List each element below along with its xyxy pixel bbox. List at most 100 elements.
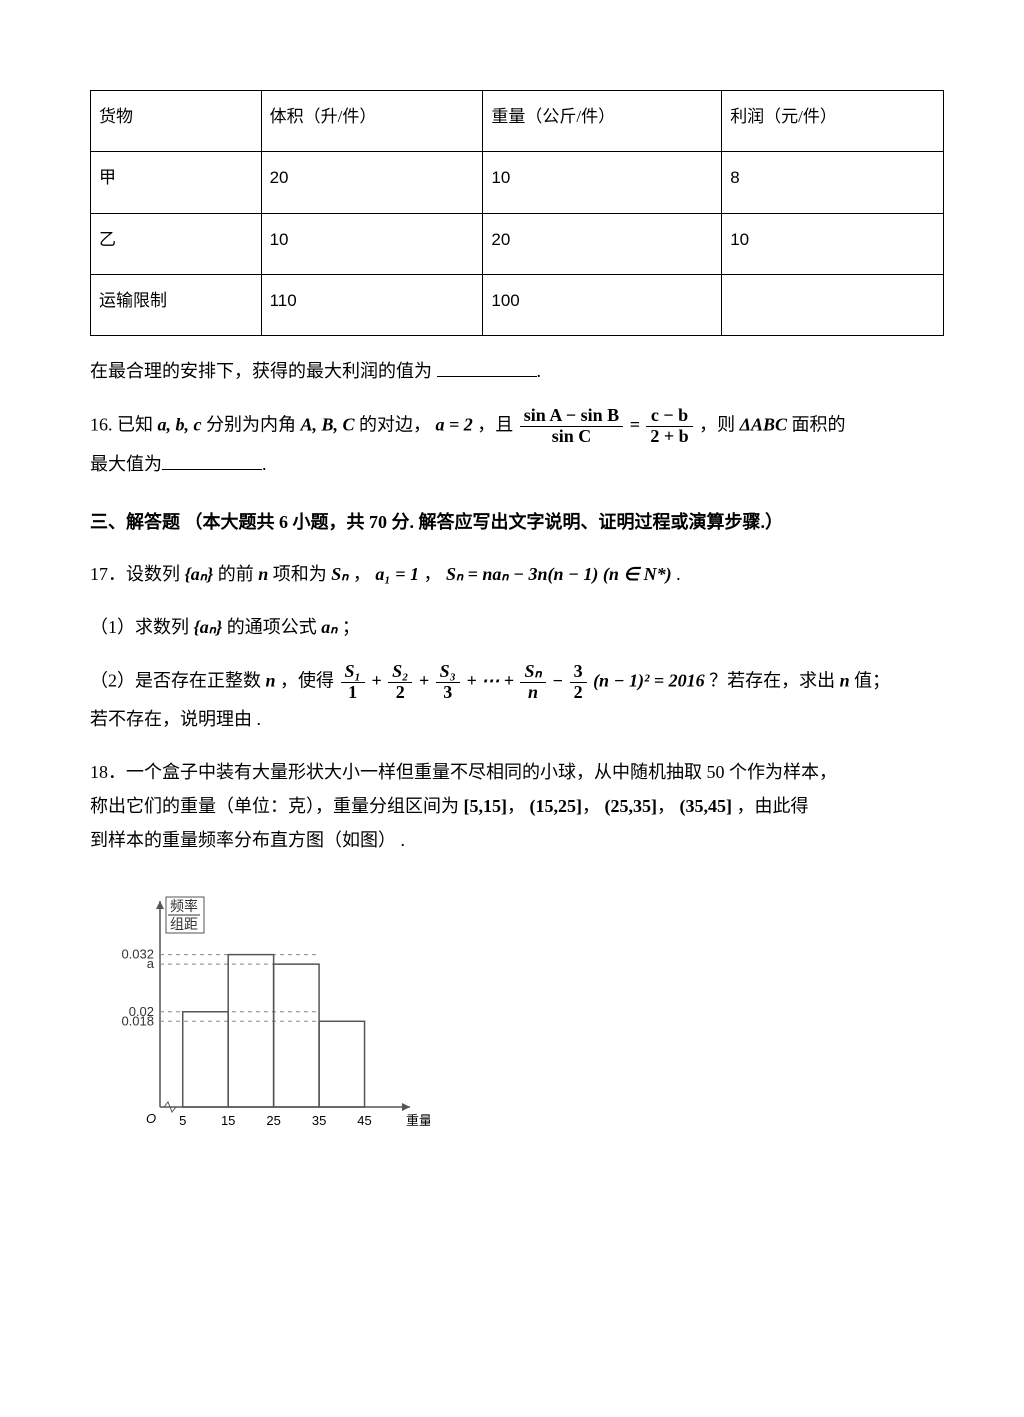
svg-text:25: 25 bbox=[266, 1113, 280, 1128]
cell: 甲 bbox=[91, 152, 262, 213]
col-header: 体积（升/件） bbox=[261, 91, 483, 152]
math-Sn: Sₙ bbox=[331, 564, 348, 584]
text: 的对边， bbox=[359, 415, 436, 435]
text: 分别为内角 bbox=[206, 415, 301, 435]
text: ，使得 bbox=[280, 670, 339, 690]
cell: 10 bbox=[483, 152, 722, 213]
cell: 8 bbox=[722, 152, 944, 213]
svg-text:35: 35 bbox=[312, 1113, 326, 1128]
fraction: Sₙn bbox=[520, 662, 545, 703]
table-row: 货物 体积（升/件） 重量（公斤/件） 利润（元/件） bbox=[91, 91, 944, 152]
frac-num: Sₙ bbox=[520, 662, 545, 683]
text: 16. 已知 bbox=[90, 415, 158, 435]
fraction: sin A − sin B sin C bbox=[520, 406, 623, 447]
math-n: n bbox=[840, 670, 850, 690]
text: 称出它们的重量（单位：克），重量分组区间为 bbox=[90, 796, 464, 816]
frac-den: 1 bbox=[341, 683, 365, 703]
col-header: 利润（元/件） bbox=[722, 91, 944, 152]
text: 项和为 bbox=[273, 564, 332, 584]
text: （1）求数列 bbox=[90, 617, 194, 637]
cell: 乙 bbox=[91, 213, 262, 274]
cell: 10 bbox=[261, 213, 483, 274]
text: ，由此得 bbox=[737, 796, 809, 816]
math-a-eq: a = 2 bbox=[436, 415, 473, 435]
svg-text:频率: 频率 bbox=[170, 898, 198, 914]
math-Sn-expr: Sₙ = naₙ − 3n(n − 1) (n ∈ N*) bbox=[446, 564, 672, 584]
fraction: 32 bbox=[570, 662, 587, 703]
math-seq: {aₙ} bbox=[185, 564, 214, 584]
fraction: S₂2 bbox=[388, 662, 412, 703]
interval: (15,25] bbox=[530, 796, 583, 816]
cell: 110 bbox=[261, 274, 483, 335]
frac-den: 2 + b bbox=[646, 427, 692, 447]
math-a1: a₁ = 1 bbox=[375, 564, 419, 584]
text: 在最合理的安排下，获得的最大利润的值为 bbox=[90, 361, 437, 381]
math-an: aₙ bbox=[321, 617, 337, 637]
math-ABC: A, B, C bbox=[301, 415, 355, 435]
cell: 100 bbox=[483, 274, 722, 335]
fraction: S₃3 bbox=[436, 662, 460, 703]
text: 到样本的重量频率分布直方图（如图） . bbox=[90, 830, 405, 850]
text: （2）是否存在正整数 bbox=[90, 670, 266, 690]
interval: (25,35] bbox=[605, 796, 658, 816]
cell: 20 bbox=[483, 213, 722, 274]
goods-table: 货物 体积（升/件） 重量（公斤/件） 利润（元/件） 甲 20 10 8 乙 … bbox=[90, 90, 944, 336]
section-3-title: 三、解答题 （本大题共 6 小题，共 70 分. 解答应写出文字说明、证明过程或… bbox=[90, 505, 944, 539]
cell bbox=[722, 274, 944, 335]
text: 的通项公式 bbox=[227, 617, 322, 637]
text: 的前 bbox=[218, 564, 259, 584]
svg-text:0.018: 0.018 bbox=[121, 1013, 154, 1028]
eq: = bbox=[630, 415, 645, 435]
frac-num: S₃ bbox=[436, 662, 460, 683]
frac-den: n bbox=[520, 683, 545, 703]
text: 17．设数列 bbox=[90, 564, 185, 584]
math-triangle: ΔABC bbox=[740, 415, 787, 435]
frac-num: c − b bbox=[646, 406, 692, 427]
math-n: n bbox=[266, 670, 276, 690]
fill-blank bbox=[437, 358, 537, 377]
math-abc: a, b, c bbox=[158, 415, 202, 435]
frac-num: 3 bbox=[570, 662, 587, 683]
question-16: 16. 已知 a, b, c 分别为内角 A, B, C 的对边， a = 2 … bbox=[90, 406, 944, 481]
frac-num: sin A − sin B bbox=[520, 406, 623, 427]
fraction: S₁1 bbox=[341, 662, 365, 703]
frac-num: S₁ bbox=[341, 662, 365, 683]
frac-den: 2 bbox=[388, 683, 412, 703]
text: 值； bbox=[854, 670, 890, 690]
question-17-part2: （2）是否存在正整数 n ，使得 S₁1 + S₂2 + S₃3 + ⋯ + S… bbox=[90, 662, 944, 737]
table-row: 甲 20 10 8 bbox=[91, 152, 944, 213]
text: ， bbox=[353, 564, 376, 584]
svg-text:重量/克: 重量/克 bbox=[406, 1113, 430, 1128]
question-17-line1: 17．设数列 {aₙ} 的前 n 项和为 Sₙ ， a₁ = 1 ， Sₙ = … bbox=[90, 557, 944, 591]
svg-text:O: O bbox=[146, 1111, 156, 1126]
text-after-table: 在最合理的安排下，获得的最大利润的值为 . bbox=[90, 354, 944, 388]
frac-den: 2 bbox=[570, 683, 587, 703]
table-row: 乙 10 20 10 bbox=[91, 213, 944, 274]
histogram-svg: 频率组距0.032a0.020.018O515253545重量/克 bbox=[90, 887, 430, 1147]
cell: 运输限制 bbox=[91, 274, 262, 335]
text: ，则 bbox=[699, 415, 740, 435]
frac-num: S₂ bbox=[388, 662, 412, 683]
text: ， bbox=[423, 564, 446, 584]
interval: [5,15] bbox=[464, 796, 508, 816]
math-seq: {aₙ} bbox=[194, 617, 223, 637]
text: 若不存在，说明理由 . bbox=[90, 709, 261, 729]
svg-text:a: a bbox=[147, 956, 155, 971]
cell: 10 bbox=[722, 213, 944, 274]
svg-text:组距: 组距 bbox=[170, 916, 198, 932]
text: ； bbox=[342, 617, 360, 637]
text: ？若存在，求出 bbox=[709, 670, 840, 690]
text: 面积的 bbox=[791, 415, 845, 435]
fill-blank bbox=[162, 451, 262, 470]
histogram-chart: 频率组距0.032a0.020.018O515253545重量/克 bbox=[90, 887, 944, 1158]
col-header: 货物 bbox=[91, 91, 262, 152]
text: . bbox=[676, 564, 681, 584]
math-n: n bbox=[258, 564, 268, 584]
svg-text:5: 5 bbox=[179, 1113, 186, 1128]
interval: (35,45] bbox=[680, 796, 733, 816]
text: ，且 bbox=[477, 415, 518, 435]
table-row: 运输限制 110 100 bbox=[91, 274, 944, 335]
cell: 20 bbox=[261, 152, 483, 213]
frac-den: sin C bbox=[520, 427, 623, 447]
question-17-part1: （1）求数列 {aₙ} 的通项公式 aₙ ； bbox=[90, 610, 944, 644]
